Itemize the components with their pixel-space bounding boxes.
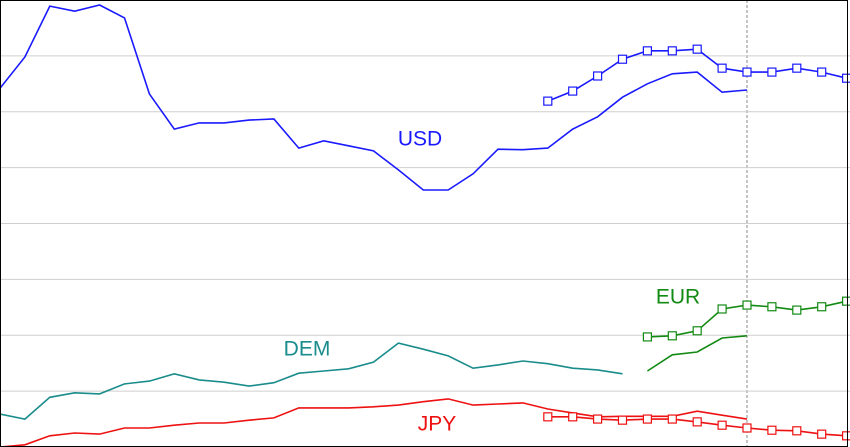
forecast-marker	[717, 420, 727, 430]
forecast-marker	[592, 414, 603, 424]
forecast-marker	[543, 96, 553, 106]
forecast-marker	[817, 429, 827, 439]
series-line	[0, 342, 623, 420]
forecast-marker	[568, 86, 578, 96]
series-line	[0, 4, 748, 191]
forecast-marker	[642, 332, 653, 342]
forecast-marker	[742, 300, 752, 310]
forecast-marker	[742, 67, 752, 77]
forecast-marker	[841, 73, 850, 83]
forecast-marker	[667, 331, 677, 341]
forecast-marker	[568, 412, 578, 422]
forecast-marker	[817, 302, 827, 312]
forecast-marker	[792, 63, 802, 73]
series-label: USD	[398, 128, 442, 151]
forecast-marker	[692, 44, 702, 54]
series-label: EUR	[656, 286, 700, 309]
forecast-marker	[767, 67, 777, 77]
forecast-marker	[717, 63, 727, 73]
forecast-marker	[841, 296, 850, 306]
forecast-marker	[692, 417, 702, 427]
forecast-marker	[792, 305, 802, 315]
plot-area: USD DEM EUR JPY	[0, 4, 850, 447]
forecast-marker	[667, 46, 677, 56]
forecast-marker	[617, 54, 628, 64]
forecast-marker	[742, 423, 752, 433]
series-label: JPY	[418, 413, 457, 436]
forecast-marker	[767, 425, 777, 435]
forecast-marker	[667, 414, 677, 424]
series-line	[646, 335, 748, 372]
series-label: DEM	[284, 338, 331, 361]
series-line	[0, 398, 748, 447]
forecast-marker	[642, 414, 653, 424]
forecast-marker	[642, 46, 653, 56]
forecast-marker	[792, 426, 802, 436]
forecast-marker	[617, 415, 628, 425]
forecast-marker	[717, 304, 727, 314]
forecast-marker	[592, 71, 603, 81]
forecast-marker	[543, 412, 553, 422]
forecast-marker	[841, 431, 850, 441]
forecast-marker	[817, 67, 827, 77]
forecast-marker	[692, 326, 702, 336]
forecast-line	[547, 48, 847, 102]
forecast-marker	[767, 302, 777, 312]
